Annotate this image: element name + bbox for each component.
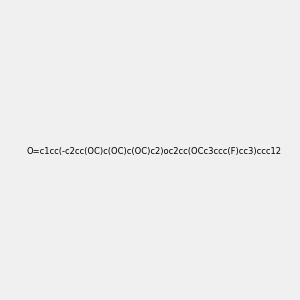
Text: O=c1cc(-c2cc(OC)c(OC)c(OC)c2)oc2cc(OCc3ccc(F)cc3)ccc12: O=c1cc(-c2cc(OC)c(OC)c(OC)c2)oc2cc(OCc3c… (26, 147, 281, 156)
